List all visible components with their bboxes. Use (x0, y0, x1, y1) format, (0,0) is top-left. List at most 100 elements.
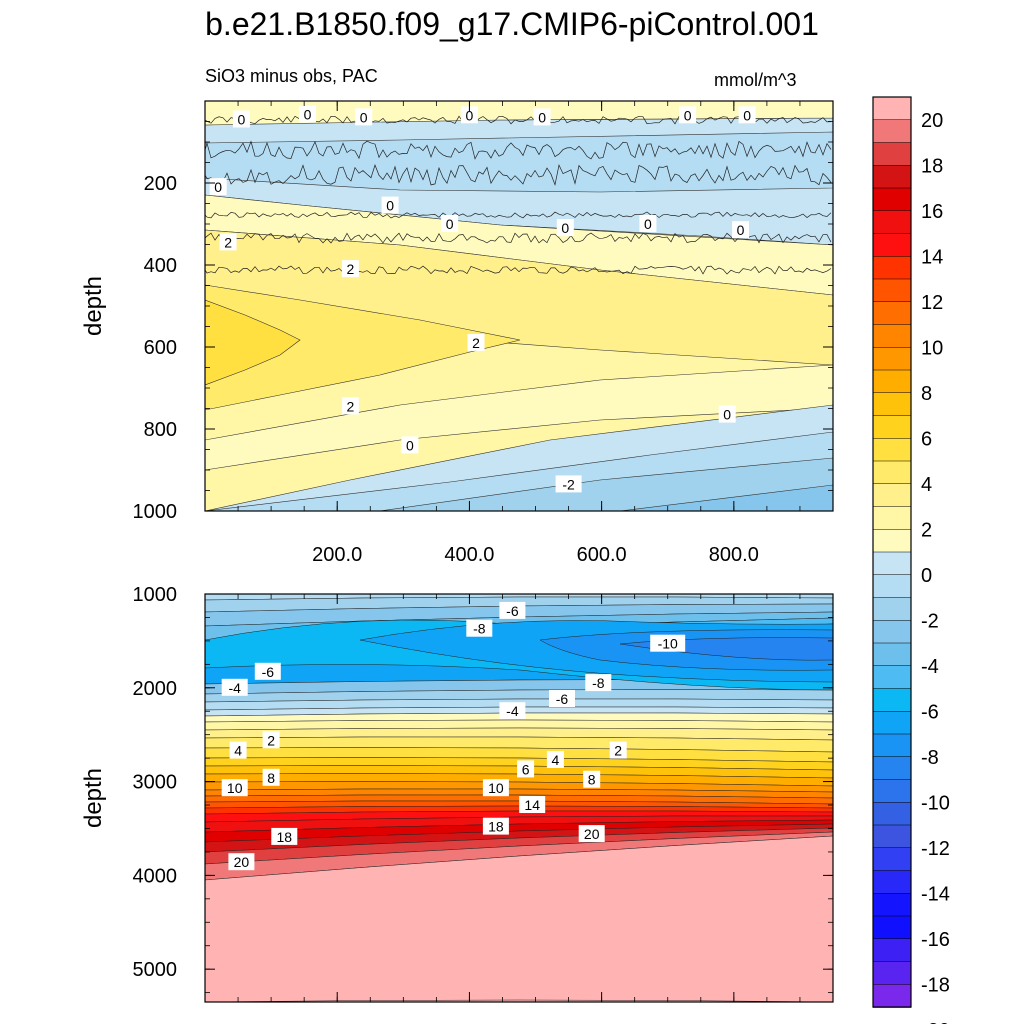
colorbar-swatch (872, 733, 912, 758)
colorbar-swatch (872, 96, 912, 121)
colorbar-swatch (872, 506, 912, 530)
colorbar-swatch (872, 984, 912, 1008)
contour-label-text: 0 (386, 198, 394, 214)
contour-label-text: 0 (238, 112, 246, 128)
contour-label-text: 14 (524, 797, 540, 813)
colorbar-swatch (872, 210, 912, 235)
colorbar-swatch (872, 347, 912, 371)
contour-label-text: 8 (267, 770, 275, 786)
colorbar-swatch (872, 551, 912, 576)
contour-label: 2 (341, 260, 359, 278)
colorbar-swatch (872, 324, 912, 348)
units-label: mmol/m^3 (714, 70, 797, 90)
colorbar-label: 8 (921, 383, 932, 405)
colorbar-label: -16 (921, 929, 950, 951)
colorbar-label: -10 (921, 792, 950, 814)
contour-label-text: 0 (466, 107, 474, 123)
y-tick-label: 5000 (133, 959, 178, 981)
contour-label-text: 4 (234, 743, 242, 759)
colorbar-swatch (872, 278, 912, 303)
contour-label: 0 (533, 108, 551, 126)
bottom-panel-fill (205, 594, 833, 1002)
colorbar-swatch (872, 483, 912, 508)
contour-label: 4 (229, 741, 247, 759)
colorbar-swatch (872, 119, 912, 144)
colorbar-label: 0 (921, 565, 932, 587)
colorbar-swatch (872, 642, 912, 667)
contour-label: 0 (401, 436, 419, 454)
colorbar-swatch (872, 961, 912, 985)
contour-label: -6 (549, 690, 575, 707)
contour-label: -6 (499, 601, 526, 619)
contour-label: 0 (718, 405, 736, 423)
contour-label-text: 8 (588, 772, 596, 788)
contour-label: 0 (460, 106, 478, 124)
contour-label-text: 10 (488, 780, 504, 796)
contour-label-text: 2 (347, 261, 355, 277)
contour-label: 0 (639, 215, 657, 232)
colorbar-swatch (872, 301, 912, 326)
colorbar-label: -14 (921, 883, 950, 905)
colorbar-swatch (872, 665, 912, 690)
colorbar-label: 12 (921, 292, 943, 314)
top-panel-fill (205, 101, 833, 511)
contour-label: 0 (732, 221, 749, 239)
colorbar-swatch (872, 369, 912, 394)
colorbar-swatch (872, 870, 912, 894)
plot-frame (204, 593, 834, 1003)
contour-label-text: -6 (556, 691, 569, 707)
contour-label-text: 2 (224, 234, 232, 250)
contour-label: 8 (262, 768, 280, 786)
contour-label-text: -10 (658, 636, 678, 652)
contour-label-text: -8 (473, 621, 486, 637)
contour-label: 20 (578, 825, 605, 843)
contour-label: 0 (441, 215, 459, 232)
x-tick-label: 400.0 (444, 544, 494, 566)
y-tick-label: 2000 (133, 678, 178, 700)
contour-label-text: 0 (723, 407, 731, 423)
contour-label-text: 18 (488, 819, 504, 835)
y-axis-label: depth (80, 768, 107, 828)
contour-label-text: 2 (614, 743, 622, 759)
contour-label-text: 0 (684, 107, 692, 123)
colorbar-swatch (872, 824, 912, 849)
contour-label-text: 4 (552, 752, 560, 768)
contour-label-text: 2 (267, 732, 275, 748)
contour-label-text: 20 (234, 854, 250, 870)
contour-label-text: -6 (262, 664, 275, 680)
colorbar-swatch (872, 529, 912, 553)
contour-label: -8 (466, 619, 493, 637)
contour-label-text: 0 (561, 220, 569, 236)
subtitle-left: SiO3 minus obs, PAC (205, 66, 378, 86)
contour-label: 0 (355, 108, 373, 126)
contour-label-text: 10 (227, 780, 243, 796)
x-tick-label: 800.0 (709, 544, 759, 566)
colorbar-label: -2 (921, 610, 939, 632)
contour-label: 0 (381, 196, 399, 214)
contour-label: 20 (228, 853, 255, 871)
colorbar-label: -20 (921, 1020, 950, 1024)
colorbar: 20181614121086420-2-4-6-8-10-12-14-16-18… (872, 96, 950, 1024)
contour-label: -8 (585, 674, 612, 692)
contour-label: -6 (254, 662, 281, 680)
contour-label: 0 (738, 106, 756, 124)
contour-label-text: 0 (538, 109, 546, 125)
contour-label: 0 (232, 110, 250, 128)
colorbar-swatch (872, 688, 912, 712)
colorbar-swatch (872, 847, 912, 872)
contour-label: 8 (583, 770, 601, 788)
colorbar-swatch (872, 142, 912, 166)
contour-label-text: -4 (228, 680, 241, 696)
colorbar-label: 18 (921, 155, 943, 177)
contour-label-text: 20 (584, 826, 600, 842)
bottom-contour-labels: -6 -8 -10 -6 -4 -8 -6 -4 2 4 2 4 6 8 8 10 10 14 18 20 18 20 (221, 601, 686, 871)
y-tick-label: 1000 (133, 584, 178, 606)
contour-label: -2 (555, 475, 582, 493)
colorbar-swatch (872, 392, 912, 417)
colorbar-swatch (872, 256, 912, 280)
contour-label: 18 (482, 817, 509, 835)
colorbar-label: -12 (921, 838, 950, 860)
colorbar-swatch (872, 187, 912, 212)
